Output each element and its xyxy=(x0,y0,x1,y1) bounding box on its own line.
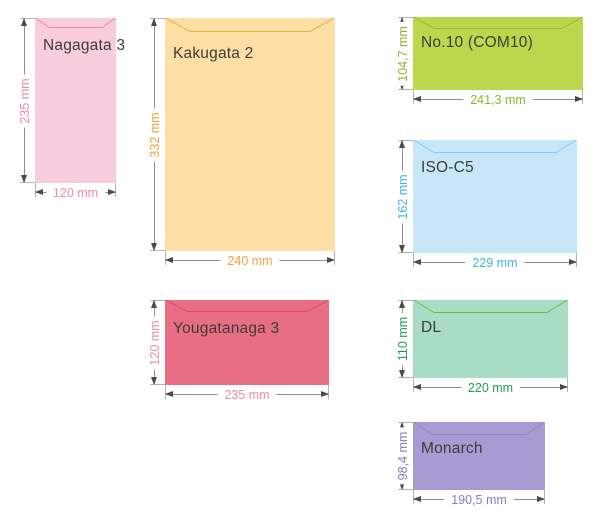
extension-tick-top xyxy=(398,422,413,423)
width-dimension: 235 mm xyxy=(165,385,329,407)
arrowhead-down-icon xyxy=(151,243,157,251)
extension-tick-top xyxy=(398,300,413,301)
width-value: 229 mm xyxy=(465,256,525,270)
extension-tick-bottom xyxy=(150,384,165,385)
envelope-shape: DL xyxy=(413,300,568,378)
envelope-shape: Nagagata 3 xyxy=(35,18,125,183)
arrowhead-up-icon xyxy=(399,422,405,430)
extension-tick-bottom xyxy=(398,252,413,253)
arrowhead-left-icon xyxy=(165,391,173,397)
envelope-flap-icon xyxy=(165,300,329,312)
arrowhead-right-icon xyxy=(321,391,329,397)
height-value: 162 mm xyxy=(394,169,412,224)
width-dimension: 190,5 mm xyxy=(413,490,545,512)
extension-tick-top xyxy=(20,18,35,19)
envelope-name: DL xyxy=(421,319,442,336)
extension-tick-bottom xyxy=(398,489,413,490)
envelope-shape: ISO-C5 xyxy=(413,140,577,253)
arrowhead-down-icon xyxy=(399,482,405,490)
envelope-name: No.10 (COM10) xyxy=(421,34,533,51)
arrowhead-right-icon xyxy=(575,96,583,102)
arrowhead-down-icon xyxy=(399,370,405,378)
height-value: 110 mm xyxy=(394,312,412,366)
height-value: 332 mm xyxy=(146,107,164,162)
height-dimension: 104,7 mm xyxy=(393,17,413,90)
arrowhead-up-icon xyxy=(399,300,405,308)
width-dimension: 220 mm xyxy=(413,378,568,400)
width-dimension: 120 mm xyxy=(35,183,116,205)
height-value: 235 mm xyxy=(16,73,34,128)
envelope-shape: Kakugata 2 xyxy=(165,18,335,251)
arrowhead-down-icon xyxy=(399,82,405,90)
extension-tick-top xyxy=(398,140,413,141)
envelope-flap-icon xyxy=(165,18,335,32)
width-dimension: 240 mm xyxy=(165,251,335,273)
envelope-name: Yougatanaga 3 xyxy=(173,320,280,337)
envelope-name: ISO-C5 xyxy=(421,159,474,176)
arrowhead-right-icon xyxy=(108,189,116,195)
width-value: 235 mm xyxy=(217,388,277,402)
width-dimension: 229 mm xyxy=(413,253,577,275)
width-dimension: 241,3 mm xyxy=(413,90,583,112)
arrowhead-up-icon xyxy=(151,300,157,308)
height-dimension: 235 mm xyxy=(15,18,35,183)
extension-tick-bottom xyxy=(20,182,35,183)
arrowhead-right-icon xyxy=(327,257,335,263)
arrowhead-down-icon xyxy=(151,377,157,385)
height-dimension: 110 mm xyxy=(393,300,413,378)
extension-tick-bottom xyxy=(150,250,165,251)
arrowhead-down-icon xyxy=(21,175,27,183)
arrowhead-up-icon xyxy=(399,17,405,25)
width-value: 240 mm xyxy=(220,254,280,268)
height-value: 98,4 mm xyxy=(394,427,412,485)
envelope-flap-icon xyxy=(413,140,577,153)
extension-tick-top xyxy=(150,300,165,301)
arrowhead-right-icon xyxy=(560,384,568,390)
arrowhead-down-icon xyxy=(399,245,405,253)
envelope-flap-icon xyxy=(413,17,583,29)
arrowhead-left-icon xyxy=(413,96,421,102)
envelope-flap-icon xyxy=(413,422,545,435)
height-dimension: 98,4 mm xyxy=(393,422,413,490)
arrowhead-up-icon xyxy=(21,18,27,26)
envelope-shape: Monarch xyxy=(413,422,545,490)
arrowhead-left-icon xyxy=(413,259,421,265)
arrowhead-up-icon xyxy=(151,18,157,26)
envelope-shape: No.10 (COM10) xyxy=(413,17,583,90)
envelope-name: Monarch xyxy=(421,440,483,457)
arrowhead-right-icon xyxy=(537,496,545,502)
height-value: 104,7 mm xyxy=(394,21,412,86)
height-dimension: 162 mm xyxy=(393,140,413,253)
height-dimension: 120 mm xyxy=(145,300,165,385)
height-dimension: 332 mm xyxy=(145,18,165,251)
envelope-name: Nagagata 3 xyxy=(43,37,126,54)
envelope-flap-icon xyxy=(413,300,568,313)
arrowhead-up-icon xyxy=(399,140,405,148)
width-value: 220 mm xyxy=(460,381,521,395)
envelope-name: Kakugata 2 xyxy=(173,45,254,62)
arrowhead-left-icon xyxy=(35,189,43,195)
extension-tick-bottom xyxy=(398,377,413,378)
width-value: 190,5 mm xyxy=(444,493,514,507)
extension-tick-bottom xyxy=(398,89,413,90)
arrowhead-left-icon xyxy=(165,257,173,263)
width-value: 241,3 mm xyxy=(463,93,533,107)
extension-tick-top xyxy=(150,18,165,19)
arrowhead-left-icon xyxy=(413,496,421,502)
envelope-shape: Yougatanaga 3 xyxy=(165,300,329,385)
arrowhead-right-icon xyxy=(569,259,577,265)
width-value: 120 mm xyxy=(45,186,106,200)
height-value: 120 mm xyxy=(146,315,164,370)
extension-tick-top xyxy=(398,17,413,18)
arrowhead-left-icon xyxy=(413,384,421,390)
envelope-flap-icon xyxy=(35,18,116,28)
